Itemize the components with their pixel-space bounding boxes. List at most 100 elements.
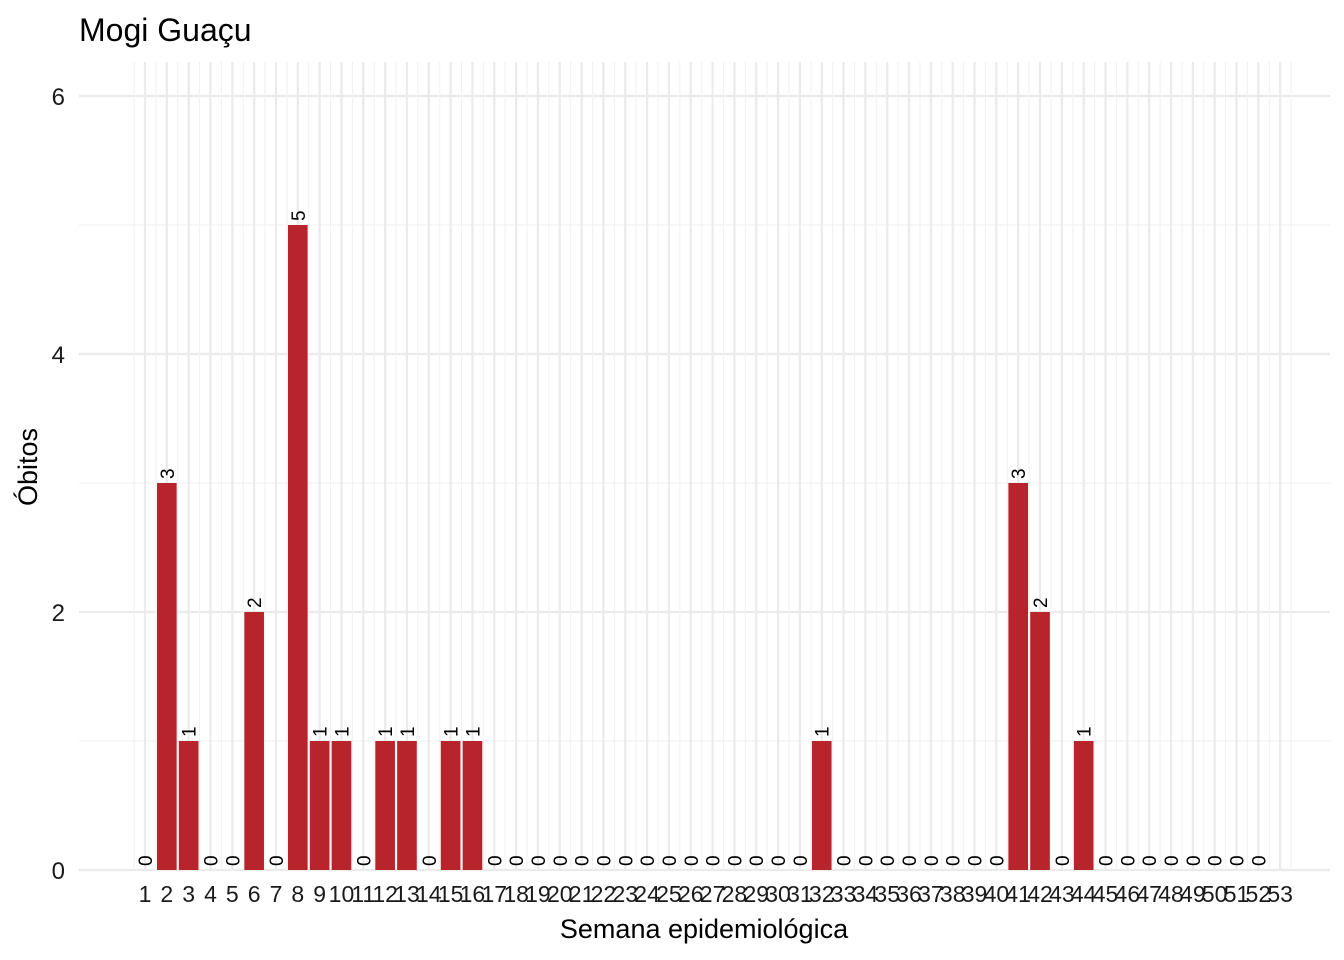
x-tick-label: 20 (547, 881, 573, 907)
data-label: 0 (900, 855, 921, 866)
x-tick-label: 7 (270, 881, 283, 907)
x-tick-label: 34 (853, 881, 879, 907)
bar (287, 225, 308, 870)
data-label: 0 (966, 855, 987, 866)
data-label: 0 (747, 855, 768, 866)
data-label: 0 (485, 855, 506, 866)
data-label: 0 (1206, 855, 1227, 866)
x-tick-label: 40 (984, 881, 1010, 907)
data-label: 1 (311, 726, 332, 737)
data-label: 1 (332, 726, 353, 737)
data-label: 0 (987, 855, 1008, 866)
x-tick-label: 42 (1027, 881, 1053, 907)
data-label: 0 (704, 855, 725, 866)
x-tick-label: 51 (1224, 881, 1250, 907)
data-label: 1 (1075, 726, 1096, 737)
data-label: 1 (180, 726, 201, 737)
x-tick-labels: 1 2 3 4 5 6 7 8 9 1011121314151617181920212223242… (139, 881, 1293, 907)
y-tick-label: 0 (52, 858, 65, 885)
bar (440, 741, 461, 870)
x-tick-label: 9 (313, 881, 326, 907)
data-label: 0 (201, 855, 222, 866)
x-tick-label: 6 (248, 881, 261, 907)
data-label: 0 (594, 855, 615, 866)
data-label: 2 (1031, 597, 1052, 608)
x-tick-label: 5 (226, 881, 239, 907)
data-label: 0 (267, 855, 288, 866)
x-tick-label: 39 (962, 881, 988, 907)
data-label: 5 (289, 210, 310, 221)
x-tick-label: 18 (503, 881, 529, 907)
data-label: 0 (638, 855, 659, 866)
x-tick-label: 53 (1267, 881, 1293, 907)
bar (244, 612, 264, 870)
x-tick-label: 36 (896, 881, 922, 907)
x-tick-label: 33 (831, 881, 857, 907)
x-tick-label: 28 (722, 881, 748, 907)
data-label: 3 (1009, 468, 1030, 479)
x-tick-label: 25 (656, 881, 682, 907)
bar (1008, 483, 1029, 870)
data-label: 1 (376, 726, 397, 737)
bar (309, 741, 330, 870)
data-label: 0 (944, 855, 965, 866)
bar (375, 741, 395, 870)
x-tick-label: 8 (291, 881, 304, 907)
bar (178, 741, 199, 870)
x-tick-label: 10 (329, 881, 355, 907)
y-tick-label: 2 (52, 600, 65, 627)
chart-title: Mogi Guaçu (79, 12, 252, 48)
data-label: 0 (835, 855, 856, 866)
data-label: 1 (398, 726, 419, 737)
data-label: 0 (420, 855, 441, 866)
x-tick-label: 26 (678, 881, 704, 907)
data-label: 0 (507, 855, 528, 866)
x-tick-label: 47 (1136, 881, 1162, 907)
data-label: 0 (1162, 855, 1183, 866)
x-tick-label: 46 (1115, 881, 1141, 907)
x-tick-label: 45 (1093, 881, 1119, 907)
x-tick-label: 31 (787, 881, 813, 907)
x-tick-label: 44 (1071, 881, 1097, 907)
x-tick-label: 50 (1202, 881, 1228, 907)
gridlines (79, 62, 1330, 872)
data-label: 0 (922, 855, 943, 866)
data-label: 0 (660, 855, 681, 866)
x-tick-label: 27 (700, 881, 726, 907)
y-tick-labels: 0 2 4 6 (52, 84, 65, 885)
data-label: 3 (158, 468, 179, 479)
x-tick-label: 41 (1005, 881, 1031, 907)
data-label: 0 (1097, 855, 1118, 866)
x-tick-label: 1 (139, 881, 152, 907)
data-label: 0 (856, 855, 877, 866)
data-label: 1 (463, 726, 484, 737)
data-label: 2 (245, 597, 266, 608)
x-tick-label: 16 (460, 881, 486, 907)
data-label: 0 (354, 855, 375, 866)
x-tick-label: 32 (809, 881, 835, 907)
data-label: 0 (136, 855, 157, 866)
bar (1030, 612, 1050, 870)
x-tick-label: 21 (569, 881, 595, 907)
x-tick-label: 3 (182, 881, 195, 907)
x-tick-label: 19 (525, 881, 551, 907)
x-tick-label: 35 (874, 881, 900, 907)
bar (811, 741, 832, 870)
data-label: 0 (1249, 855, 1270, 866)
data-label: 0 (573, 855, 594, 866)
x-tick-label: 22 (591, 881, 617, 907)
data-label: 1 (442, 726, 463, 737)
x-tick-label: 17 (481, 881, 507, 907)
data-label: 0 (223, 855, 244, 866)
x-tick-label: 49 (1180, 881, 1206, 907)
x-tick-label: 24 (634, 881, 660, 907)
x-tick-label: 13 (394, 881, 420, 907)
data-label: 0 (1228, 855, 1249, 866)
y-tick-label: 4 (52, 342, 65, 369)
y-axis-title: Óbitos (12, 428, 43, 506)
data-label: 0 (616, 855, 637, 866)
x-tick-label: 43 (1049, 881, 1075, 907)
x-axis-title: Semana epidemiológica (560, 914, 849, 944)
x-tick-label: 29 (743, 881, 769, 907)
